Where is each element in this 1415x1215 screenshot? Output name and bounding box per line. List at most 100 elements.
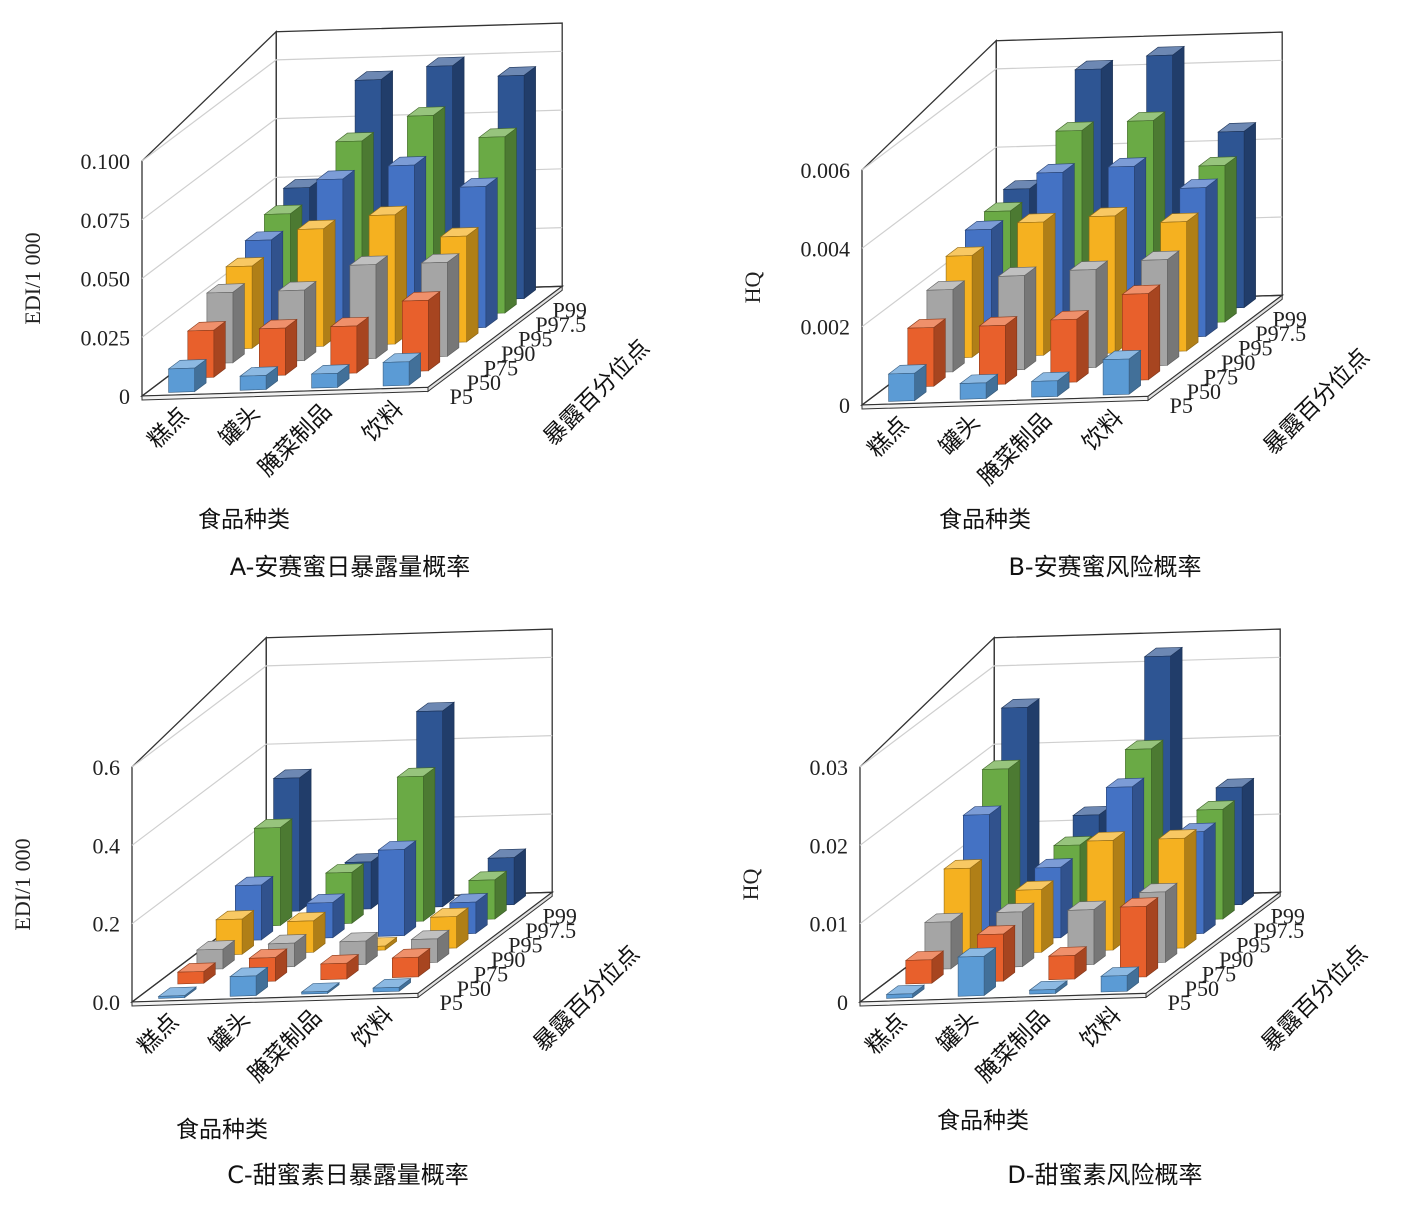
bar-P5-腌菜制品 xyxy=(1030,371,1071,398)
depth-label: P97.5 xyxy=(535,312,586,337)
y-axis-label: HQ xyxy=(740,272,765,304)
y-tick-label: 0.100 xyxy=(81,149,131,174)
category-label: 罐头 xyxy=(935,410,986,461)
depth-label: P50 xyxy=(457,976,491,1001)
bar-P50-饮料 xyxy=(401,290,441,372)
bar-P5-糕点 xyxy=(887,364,928,402)
y-axis-label: HQ xyxy=(738,869,763,901)
category-label: 腌菜制品 xyxy=(244,1004,327,1087)
depth-label: P50 xyxy=(1185,976,1219,1001)
depth-label: P5 xyxy=(450,384,473,409)
depth-axis-title: 暴露百分位点 xyxy=(539,335,655,451)
chart-caption: A-安赛蜜日暴露量概率 xyxy=(230,553,471,581)
bar-P97.5-饮料 xyxy=(467,870,508,921)
category-label: 饮料 xyxy=(1076,1002,1127,1053)
gridline xyxy=(141,109,563,221)
bar-P5-糕点 xyxy=(157,986,198,999)
bar-P5-腌菜制品 xyxy=(310,363,351,389)
y-tick-label: 0.006 xyxy=(801,158,851,183)
bar-P5-糕点 xyxy=(167,358,208,393)
x-axis-title: 食品种类 xyxy=(176,1117,268,1143)
bar-P5-糕点 xyxy=(885,984,926,999)
category-label: 腌菜制品 xyxy=(254,398,337,481)
y-axis-label: EDI/1 000 xyxy=(20,232,45,324)
depth-label: P50 xyxy=(467,370,501,395)
bar-P5-腌菜制品 xyxy=(1028,980,1069,995)
bar-P50-糕点 xyxy=(904,950,945,985)
depth-label: P5 xyxy=(1170,393,1193,418)
y-tick-label: 0.050 xyxy=(81,267,131,292)
bar-P5-罐头 xyxy=(957,947,997,997)
depth-label: P95 xyxy=(508,932,542,957)
bar-P50-腌菜制品 xyxy=(319,954,360,981)
bar-P5-饮料 xyxy=(382,352,422,387)
depth-label: P75 xyxy=(1204,364,1238,389)
depth-label: P90 xyxy=(1219,947,1253,972)
depth-label: P95 xyxy=(518,326,552,351)
depth-label: P75 xyxy=(474,961,508,986)
depth-label: P75 xyxy=(484,355,518,380)
y-tick-label: 0.0 xyxy=(93,990,121,1015)
depth-label: P99 xyxy=(543,904,577,929)
y-tick-label: 0.03 xyxy=(810,755,849,780)
category-label: 饮料 xyxy=(1078,405,1129,456)
y-tick-label: 0.025 xyxy=(81,325,131,350)
bar-P50-糕点 xyxy=(176,962,217,985)
gridline xyxy=(861,59,1283,171)
bar-P5-罐头 xyxy=(959,373,999,400)
depth-label: P99 xyxy=(1273,307,1307,332)
category-label: 饮料 xyxy=(348,1002,399,1053)
chart-floor-side xyxy=(417,891,553,999)
y-tick-label: 0.004 xyxy=(801,236,851,261)
y-tick-label: 0.002 xyxy=(801,315,851,340)
category-label: 罐头 xyxy=(205,1007,256,1058)
depth-label: P50 xyxy=(1187,379,1221,404)
category-label: 饮料 xyxy=(358,396,409,447)
x-axis-title: 食品种类 xyxy=(937,1108,1029,1134)
y-tick-label: 0.6 xyxy=(93,755,121,780)
depth-axis-title: 暴露百分位点 xyxy=(529,941,645,1057)
depth-label: P90 xyxy=(1221,350,1255,375)
y-tick-label: 0 xyxy=(837,990,848,1015)
bar-P50-腌菜制品 xyxy=(1049,310,1090,384)
chart-caption: C-甜蜜素日暴露量概率 xyxy=(227,1161,468,1189)
bar-P5-饮料 xyxy=(1102,349,1142,396)
gridline xyxy=(859,735,1281,846)
depth-label: P97.5 xyxy=(525,918,576,943)
depth-label: P95 xyxy=(1238,335,1272,360)
y-tick-label: 0.4 xyxy=(93,833,121,858)
chart-floor-side xyxy=(1145,891,1281,999)
chart-floor-side xyxy=(1147,294,1283,402)
y-tick-label: 0.02 xyxy=(810,833,849,858)
depth-axis-title: 暴露百分位点 xyxy=(1257,941,1373,1057)
bar-P50-罐头 xyxy=(978,315,1018,386)
chart-floor-side xyxy=(427,285,563,393)
y-tick-label: 0.075 xyxy=(81,208,131,233)
bar-P5-罐头 xyxy=(239,366,279,391)
gridline xyxy=(131,656,553,768)
category-label: 腌菜制品 xyxy=(972,1004,1055,1087)
chart-back-wall xyxy=(265,628,553,902)
gridline xyxy=(141,168,563,279)
category-label: 糕点 xyxy=(861,1009,912,1060)
category-label: 腌菜制品 xyxy=(974,407,1057,490)
bar-P50-饮料 xyxy=(391,947,431,978)
bar-P95-腌菜制品 xyxy=(377,840,417,937)
gridline xyxy=(141,50,563,162)
depth-label: P5 xyxy=(440,990,463,1015)
category-label: 糕点 xyxy=(143,403,194,454)
depth-label: P75 xyxy=(1202,961,1236,986)
bar-P5-饮料 xyxy=(372,977,412,993)
gridline xyxy=(859,656,1281,768)
gridline xyxy=(861,138,1283,249)
chart-caption: D-甜蜜素风险概率 xyxy=(1007,1161,1202,1189)
x-axis-title: 食品种类 xyxy=(939,507,1031,533)
category-label: 罐头 xyxy=(933,1007,984,1058)
category-label: 糕点 xyxy=(863,412,914,463)
bar-P5-饮料 xyxy=(1100,966,1140,993)
